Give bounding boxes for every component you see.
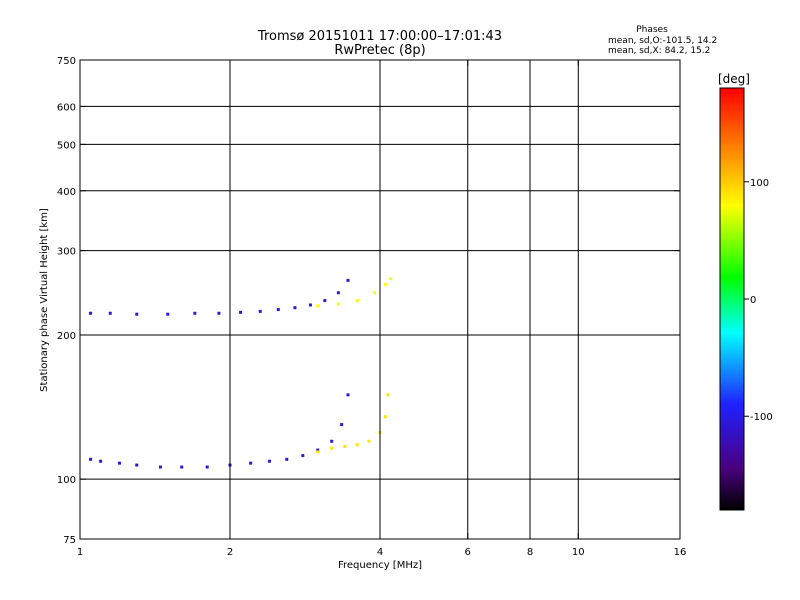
data-point — [293, 306, 297, 310]
data-point — [316, 304, 320, 308]
data-point — [249, 461, 253, 465]
data-point — [386, 393, 390, 397]
data-point — [330, 439, 334, 443]
stats-line-x: mean, sd,X: 84.2, 15.2 — [608, 46, 710, 56]
points-layer — [89, 277, 393, 469]
data-point — [336, 291, 340, 295]
data-point — [108, 311, 112, 315]
data-point — [180, 465, 184, 469]
y-tick-label: 750 — [57, 56, 76, 67]
data-point — [330, 446, 334, 450]
x-tick-label: 1 — [77, 547, 83, 558]
colorbar-tick-label: -100 — [750, 412, 773, 423]
ticks-layer: 1 2 4 6 8 10 16 75 100 200 300 400 500 600 750 — [57, 56, 686, 558]
data-point — [117, 461, 121, 465]
data-point — [346, 278, 350, 282]
data-point — [343, 444, 347, 448]
data-point — [99, 459, 103, 463]
data-point — [276, 308, 280, 312]
data-point — [205, 465, 209, 469]
data-point — [166, 312, 170, 316]
data-point — [373, 291, 377, 295]
data-point — [355, 299, 359, 303]
y-tick-label: 100 — [57, 475, 76, 486]
x-tick-label: 10 — [572, 547, 585, 558]
colorbar — [719, 87, 745, 511]
chart-title-line1: Tromsø 20151011 17:00:00–17:01:43 — [257, 29, 502, 44]
data-point — [239, 310, 243, 314]
data-point — [267, 459, 271, 463]
data-point — [89, 311, 93, 315]
y-tick-label: 400 — [57, 187, 76, 198]
colorbar-label: [deg] — [718, 72, 750, 86]
data-point — [316, 448, 320, 452]
x-tick-label: 6 — [465, 547, 471, 558]
data-point — [383, 282, 387, 286]
data-point — [135, 312, 139, 316]
chart-title-line2: RwPretec (8p) — [334, 43, 425, 58]
data-point — [323, 299, 327, 303]
data-point — [355, 443, 359, 447]
colorbar-ticks: 100 0 -100 — [744, 178, 773, 423]
data-point — [89, 457, 93, 461]
data-point — [383, 415, 387, 419]
data-point — [316, 450, 320, 454]
data-point — [193, 311, 197, 315]
data-point — [308, 303, 312, 307]
y-tick-label: 300 — [57, 247, 76, 258]
data-point — [367, 439, 371, 443]
x-tick-label: 8 — [527, 547, 533, 558]
x-tick-label: 2 — [227, 547, 233, 558]
stats-heading: Phases — [636, 25, 668, 35]
data-point — [158, 465, 162, 469]
colorbar-tick-label: 100 — [750, 178, 769, 189]
data-point — [285, 457, 289, 461]
y-tick-label: 500 — [57, 140, 76, 151]
data-point — [340, 423, 344, 427]
data-point — [217, 311, 221, 315]
data-point — [389, 277, 393, 281]
data-point — [301, 454, 305, 458]
y-tick-label: 600 — [57, 102, 76, 113]
x-axis-label: Frequency [MHz] — [338, 560, 422, 571]
y-axis-label: Stationary phase Virtual Height [km] — [39, 208, 50, 392]
data-point — [346, 393, 350, 397]
stats-line-o: mean, sd,O:-101.5, 14.2 — [608, 36, 717, 46]
x-tick-label: 16 — [674, 547, 687, 558]
x-tick-label: 4 — [377, 547, 383, 558]
data-point — [258, 309, 262, 313]
y-tick-label: 75 — [63, 535, 76, 546]
grid-layer — [80, 60, 680, 539]
y-tick-label: 200 — [57, 331, 76, 342]
colorbar-tick-label: 0 — [750, 295, 756, 306]
data-point — [336, 302, 340, 306]
data-point — [135, 463, 139, 467]
